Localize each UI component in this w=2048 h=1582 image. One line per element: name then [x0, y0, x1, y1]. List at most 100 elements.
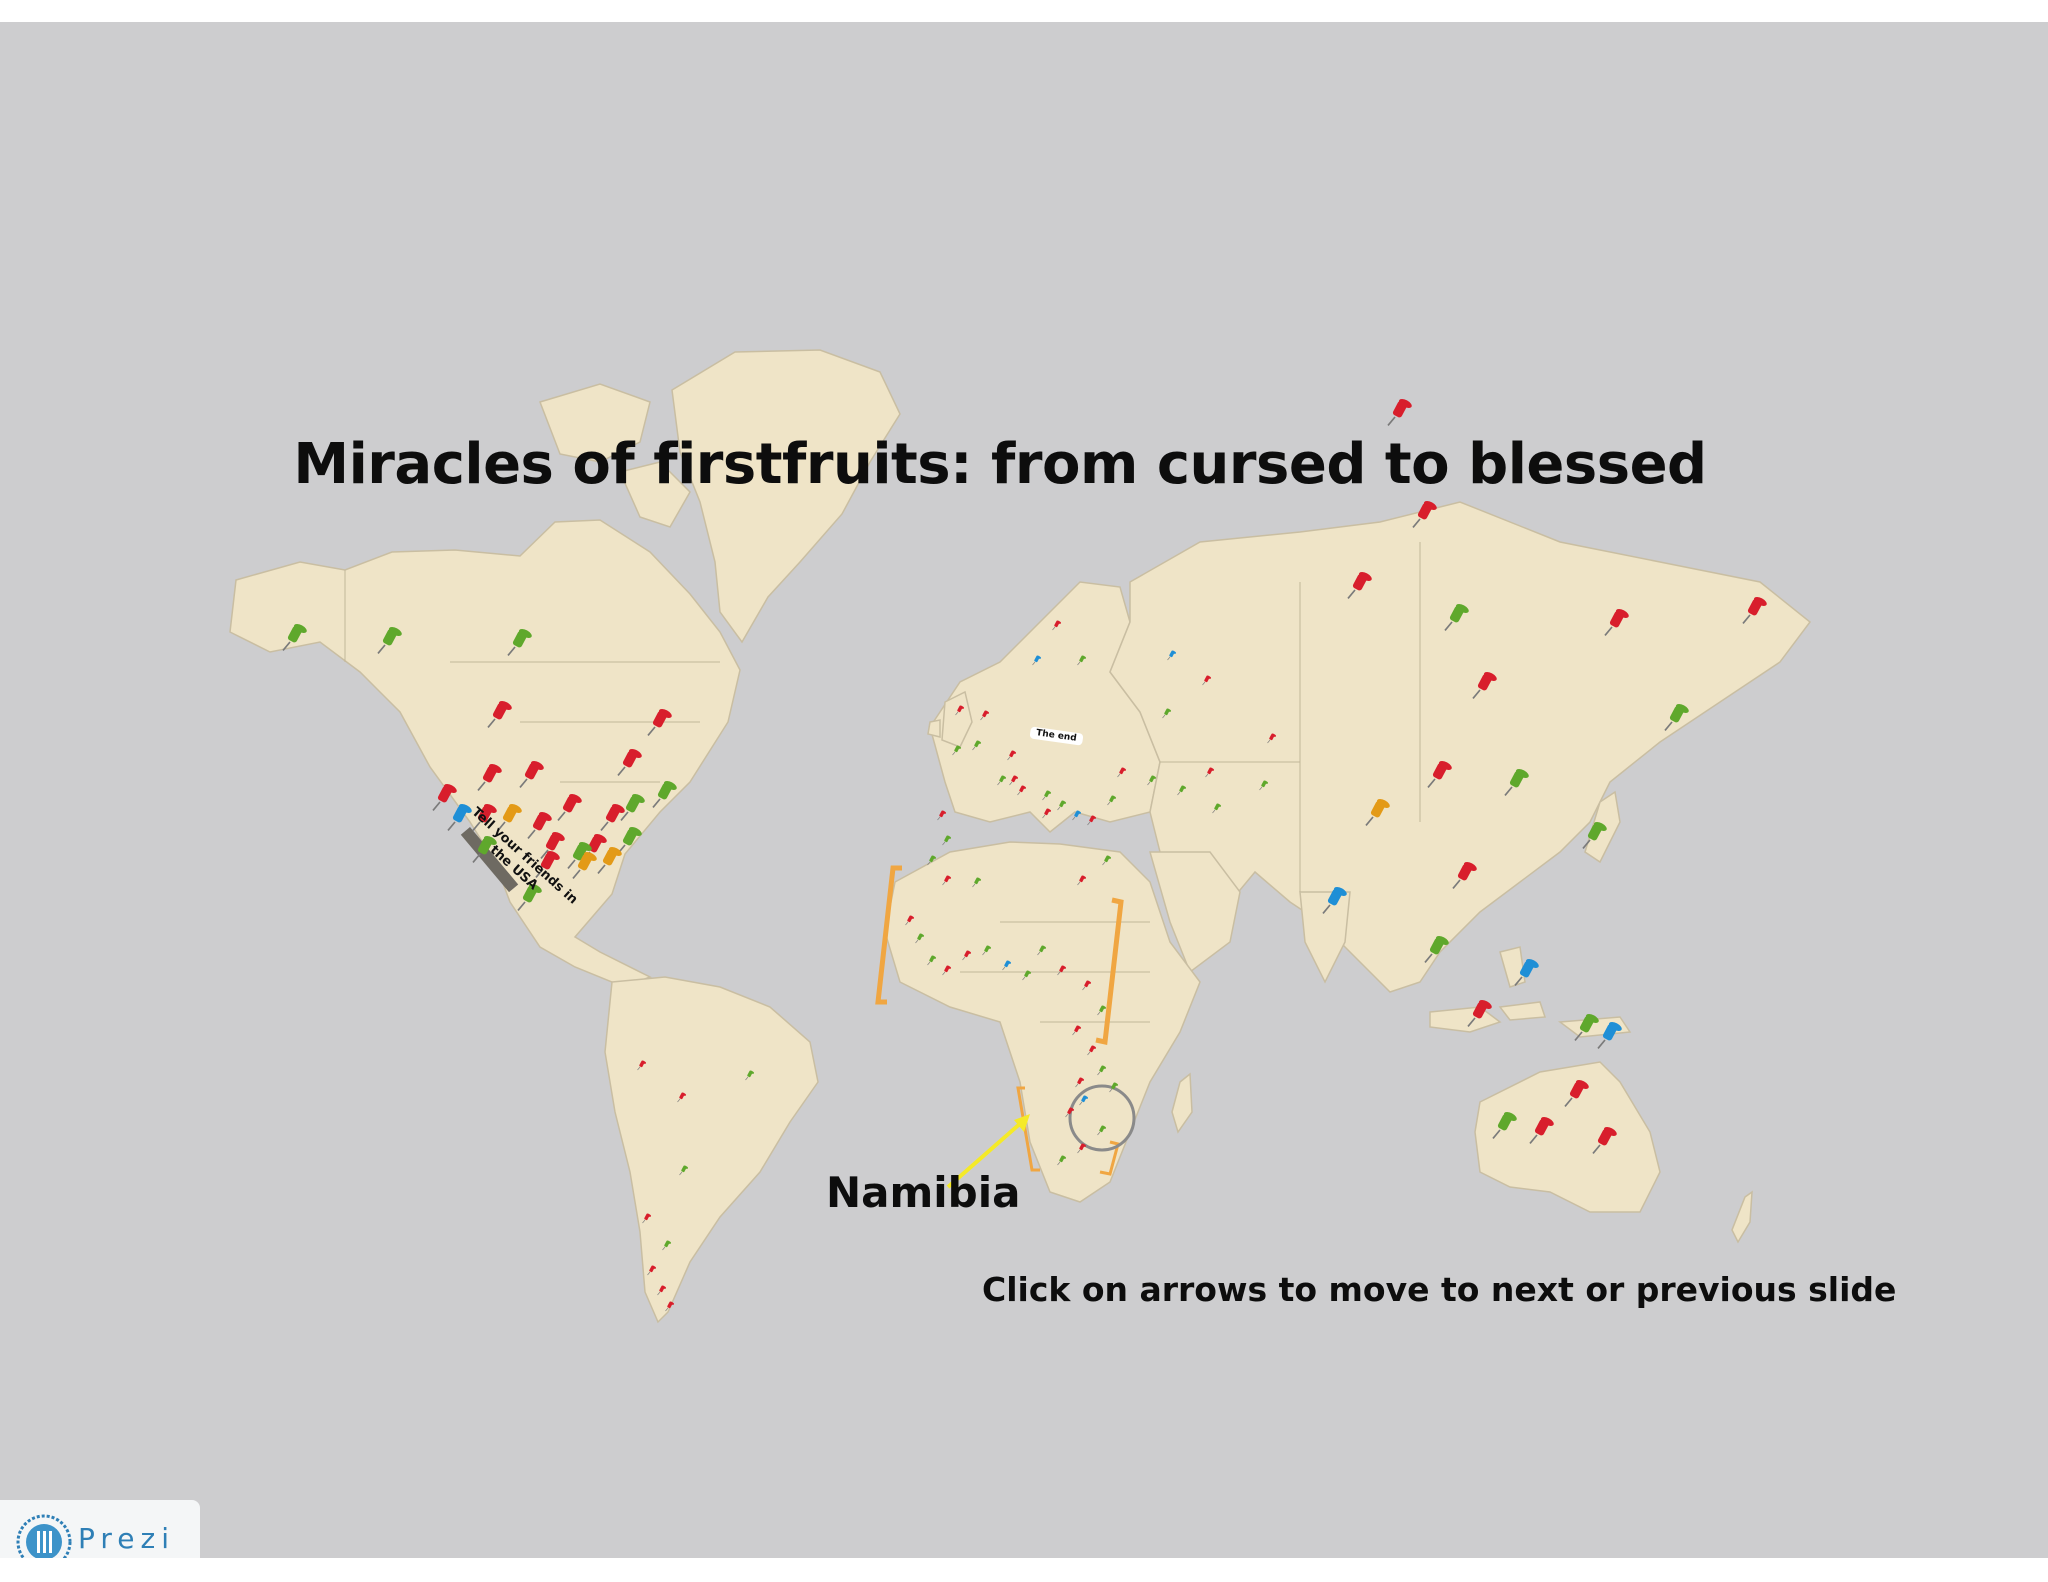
pushpin-icon: [657, 1285, 666, 1296]
greenland-landmass: [671, 349, 901, 644]
pushpin-icon: [1529, 1116, 1554, 1144]
pushpin-icon: [1564, 1079, 1589, 1107]
pushpin-icon: [507, 628, 532, 656]
pushpin-icon: [1102, 855, 1111, 866]
pushpin-icon: [377, 626, 402, 654]
pushpin-icon: [1042, 808, 1051, 819]
pushpin-icon: [647, 1265, 656, 1276]
pushpin-icon: [982, 945, 991, 956]
pushpin-icon: [432, 783, 457, 811]
pushpin-icon: [915, 933, 924, 944]
pushpin-icon: [472, 835, 497, 863]
pushpin-icon: [1087, 1045, 1096, 1056]
pushpin-icon: [677, 1092, 686, 1103]
namibia-label: Namibia: [826, 1168, 1021, 1217]
pushpin-icon: [600, 803, 625, 831]
pushpin-icon: [1202, 675, 1211, 686]
pushpin-icon: [1032, 655, 1041, 666]
pushpin-icon: [1514, 958, 1539, 986]
navigation-instructions: Click on arrows to move to next or previ…: [982, 1270, 1897, 1309]
prezi-logo-badge[interactable]: Prezi: [0, 1500, 200, 1558]
pushpin-icon: [745, 1070, 754, 1081]
pushpin-icon: [962, 950, 971, 961]
pushpin-icon: [942, 835, 951, 846]
pushpin-icon: [487, 700, 512, 728]
pushpin-icon: [477, 763, 502, 791]
country-borders: [344, 542, 1421, 1023]
pushpin-icon: [662, 1240, 671, 1251]
madagascar-island: [1171, 1072, 1193, 1134]
pushpin-icon: [1322, 886, 1347, 914]
pushpin-icon: [1504, 768, 1529, 796]
pushpin-icon: [1212, 803, 1221, 814]
pushpin-icon: [1492, 1111, 1517, 1139]
pushpin-icon: [972, 740, 981, 751]
pushpin-icon: [1444, 603, 1469, 631]
pushpin-icon: [527, 811, 552, 839]
pushpin-icon: [1574, 1013, 1599, 1041]
pin-layer: [282, 398, 1767, 1312]
zoom-circle[interactable]: [1068, 1084, 1136, 1152]
new-zealand-islands: [1731, 1190, 1753, 1244]
pushpin-icon: [597, 846, 622, 874]
pushpin-icon: [1167, 650, 1176, 661]
pushpin-icon: [972, 877, 981, 888]
pushpin-icon: [647, 708, 672, 736]
pushpin-icon: [1412, 500, 1437, 528]
asia-landmass: [1109, 501, 1812, 993]
pushpin-icon: [282, 623, 307, 651]
pushpin-icon: [927, 955, 936, 966]
pushpin-icon: [652, 780, 677, 808]
pushpin-icon: [1087, 815, 1096, 826]
pushpin-icon: [1052, 620, 1061, 631]
pushpin-icon: [535, 850, 560, 878]
pushpin-icon: [1082, 980, 1091, 991]
pushpin-icon: [980, 710, 989, 721]
pushpin-icon: [1259, 780, 1268, 791]
pushpin-icon: [1009, 775, 1018, 786]
pushpin-icon: [1162, 708, 1171, 719]
pushpin-icon: [937, 810, 946, 821]
pushpin-icon: [1205, 767, 1214, 778]
pushpin-icon: [1007, 750, 1016, 761]
pushpin-icon: [1592, 1126, 1617, 1154]
pushpin-icon: [905, 915, 914, 926]
pushpin-icon: [1604, 608, 1629, 636]
pushpin-icon: [497, 803, 522, 831]
pushpin-icon: [1072, 810, 1081, 821]
pushpin-icon: [942, 965, 951, 976]
pushpin-icon: [1664, 703, 1689, 731]
prezi-wordmark: Prezi: [78, 1522, 175, 1555]
pushpin-icon: [679, 1165, 688, 1176]
prezi-slide-canvas[interactable]: Miracles of firstfruits: from cursed to …: [0, 22, 2048, 1558]
pushpin-icon: [942, 875, 951, 886]
pushpin-icon: [952, 745, 961, 756]
pushpin-icon: [927, 855, 936, 866]
pushpin-icon: [1079, 1095, 1088, 1106]
australia-landmass: [1474, 1061, 1661, 1213]
pushpin-icon: [1037, 945, 1046, 956]
north-america-landmass: [229, 519, 741, 988]
pushpin-icon: [1057, 1155, 1066, 1166]
pushpin-icon: [1387, 398, 1412, 426]
pushpin-icon: [1147, 775, 1156, 786]
pushpin-icon: [955, 705, 964, 716]
pushpin-icon: [1097, 1125, 1106, 1136]
pushpin-icon: [1077, 655, 1086, 666]
pushpin-icon: [557, 793, 582, 821]
pushpin-icon: [637, 1060, 646, 1071]
pushpin-icon: [1022, 970, 1031, 981]
namibia-pointer-arrow: [946, 1120, 1024, 1189]
south-america-landmass: [604, 976, 819, 1324]
pushpin-icon: [1582, 821, 1607, 849]
pushpin-icon: [517, 883, 542, 911]
pushpin-icon: [519, 760, 544, 788]
pushpin-icon: [997, 775, 1006, 786]
pushpin-icon: [1097, 1005, 1106, 1016]
pushpin-icon: [1267, 733, 1276, 744]
pushpin-icon: [447, 803, 472, 831]
pushpin-icon: [1742, 596, 1767, 624]
world-map: [229, 349, 1812, 1324]
arctic-islands: [539, 383, 691, 528]
pushpin-icon: [1107, 795, 1116, 806]
